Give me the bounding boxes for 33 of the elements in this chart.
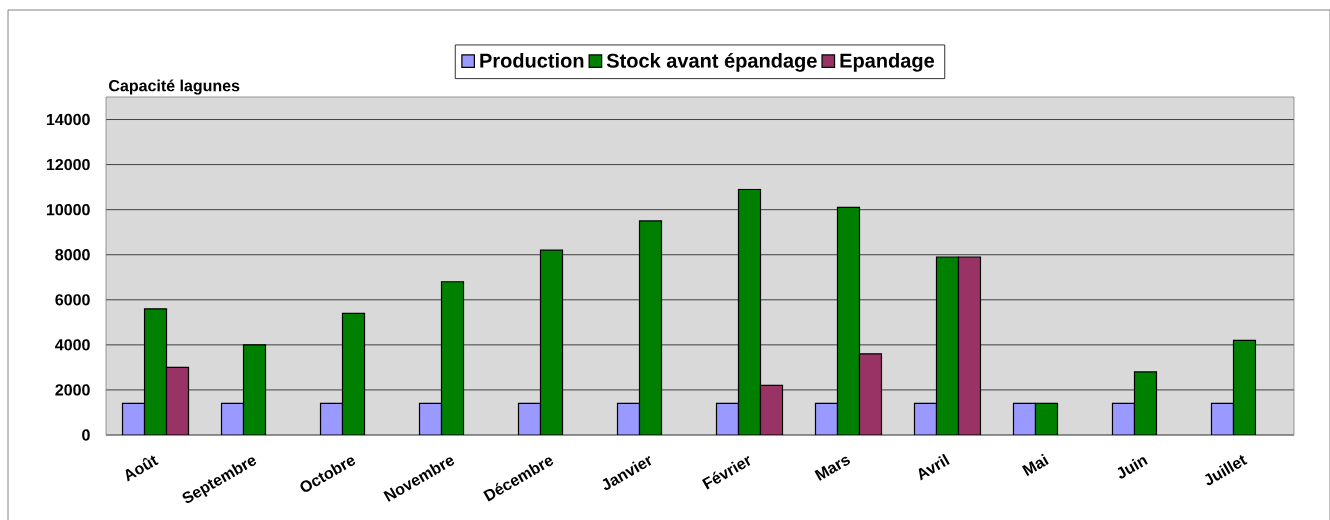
bar: [418, 402, 443, 435]
bar: [715, 402, 740, 435]
bar: [957, 256, 982, 435]
x-tick-label: Mai: [1022, 453, 1049, 477]
y-axis-title: Capacité lagunes: [109, 79, 240, 95]
x-tick-label: Mars: [814, 456, 850, 481]
bar: [319, 402, 344, 435]
bar: [517, 402, 542, 435]
bar: [165, 366, 190, 435]
bar: [616, 402, 641, 435]
bar: [913, 402, 938, 435]
y-tick-label: 0: [82, 429, 90, 441]
legend-label: Epandage: [840, 53, 935, 72]
x-tick-label: Août: [125, 455, 159, 482]
y-tick-label: 8000: [55, 249, 90, 261]
legend-label: Stock avant épandage: [606, 52, 817, 72]
bar: [1111, 402, 1136, 435]
y-tick-label: 4000: [55, 339, 90, 351]
y-tick-label: 6000: [55, 294, 90, 306]
bar: [1012, 402, 1037, 435]
y-tick-label: 14000: [46, 113, 90, 126]
bar: [220, 402, 245, 435]
bar: [759, 384, 784, 435]
y-tick-label: 12000: [46, 158, 90, 171]
bar: [814, 402, 839, 435]
bar: [1210, 402, 1235, 435]
bar: [858, 353, 883, 435]
x-tick-label: Juin: [1117, 457, 1148, 479]
y-tick-label: 2000: [55, 384, 90, 396]
legend-label: Production: [480, 53, 584, 68]
bar: [121, 402, 146, 435]
x-tick-label: Avril: [918, 453, 950, 481]
y-tick-label: 10000: [46, 204, 90, 216]
